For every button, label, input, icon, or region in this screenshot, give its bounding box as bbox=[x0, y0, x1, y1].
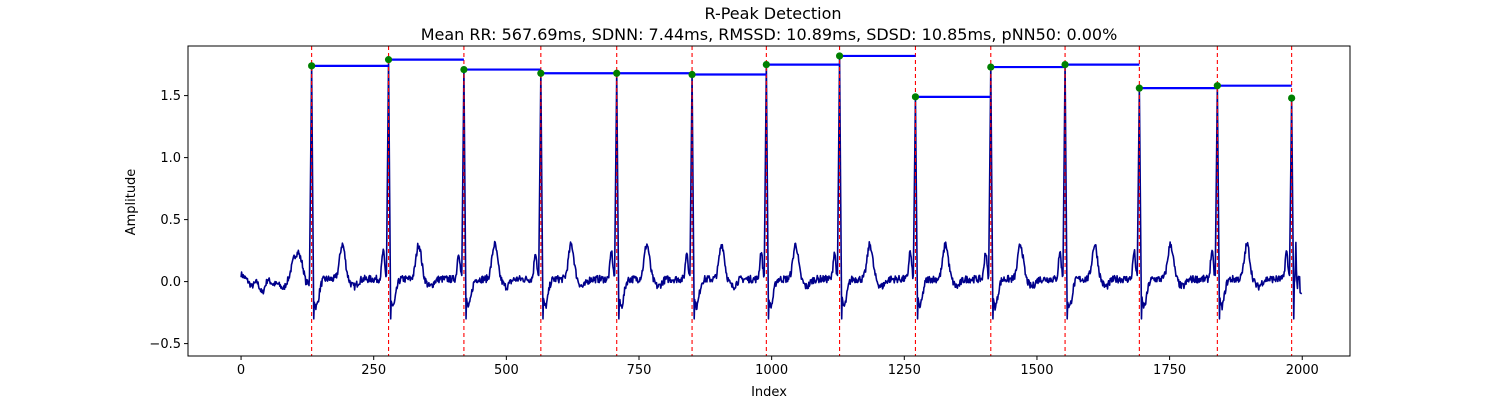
r-peak-marker-3 bbox=[537, 69, 545, 77]
r-peak-marker-12 bbox=[1213, 82, 1221, 90]
x-axis-label: Index bbox=[751, 385, 787, 400]
ecg-signal-line bbox=[240, 55, 1303, 320]
x-tick-label: 0 bbox=[237, 363, 245, 378]
x-tick-label: 750 bbox=[627, 363, 652, 378]
r-peak-marker-8 bbox=[911, 93, 920, 101]
x-axis-ticks: 0 250 500 750 1000 1250 1500 1750 2000 bbox=[237, 356, 1319, 378]
r-peak-marker-7 bbox=[835, 52, 844, 60]
r-peak-marker-2 bbox=[460, 65, 468, 74]
r-peak-marker-11 bbox=[1135, 84, 1143, 92]
x-tick-label: 1250 bbox=[888, 363, 921, 378]
r-peak-marker-0 bbox=[308, 62, 316, 70]
x-tick-label: 1000 bbox=[755, 363, 788, 378]
x-tick-label: 2000 bbox=[1286, 363, 1319, 378]
y-tick-label: 0.0 bbox=[160, 275, 181, 290]
y-axis-ticks: −0.5 0.0 0.5 1.0 1.5 bbox=[149, 89, 188, 352]
r-peak-marker-13 bbox=[1288, 94, 1296, 102]
y-axis-label: Amplitude bbox=[124, 169, 139, 236]
r-peak-marker-1 bbox=[384, 56, 393, 64]
r-peak-marker-4 bbox=[613, 69, 621, 77]
y-tick-label: 1.5 bbox=[160, 89, 181, 104]
x-tick-label: 500 bbox=[494, 363, 519, 378]
plot-marks bbox=[240, 46, 1303, 356]
r-peak-marker-5 bbox=[688, 70, 696, 79]
y-tick-label: 1.0 bbox=[160, 151, 181, 166]
r-peak-marker-9 bbox=[987, 63, 995, 71]
plot-frame bbox=[187, 45, 1351, 357]
y-tick-label: 0.5 bbox=[160, 213, 181, 228]
x-tick-label: 1750 bbox=[1153, 363, 1186, 378]
x-tick-label: 1500 bbox=[1020, 363, 1053, 378]
r-peak-marker-6 bbox=[762, 61, 770, 69]
chart-title: R-Peak Detection bbox=[704, 4, 841, 23]
x-tick-label: 250 bbox=[361, 363, 386, 378]
chart-subtitle: Mean RR: 567.69ms, SDNN: 7.44ms, RMSSD: … bbox=[421, 25, 1118, 44]
r-peak-marker-10 bbox=[1061, 61, 1069, 69]
y-tick-label: −0.5 bbox=[149, 337, 181, 352]
